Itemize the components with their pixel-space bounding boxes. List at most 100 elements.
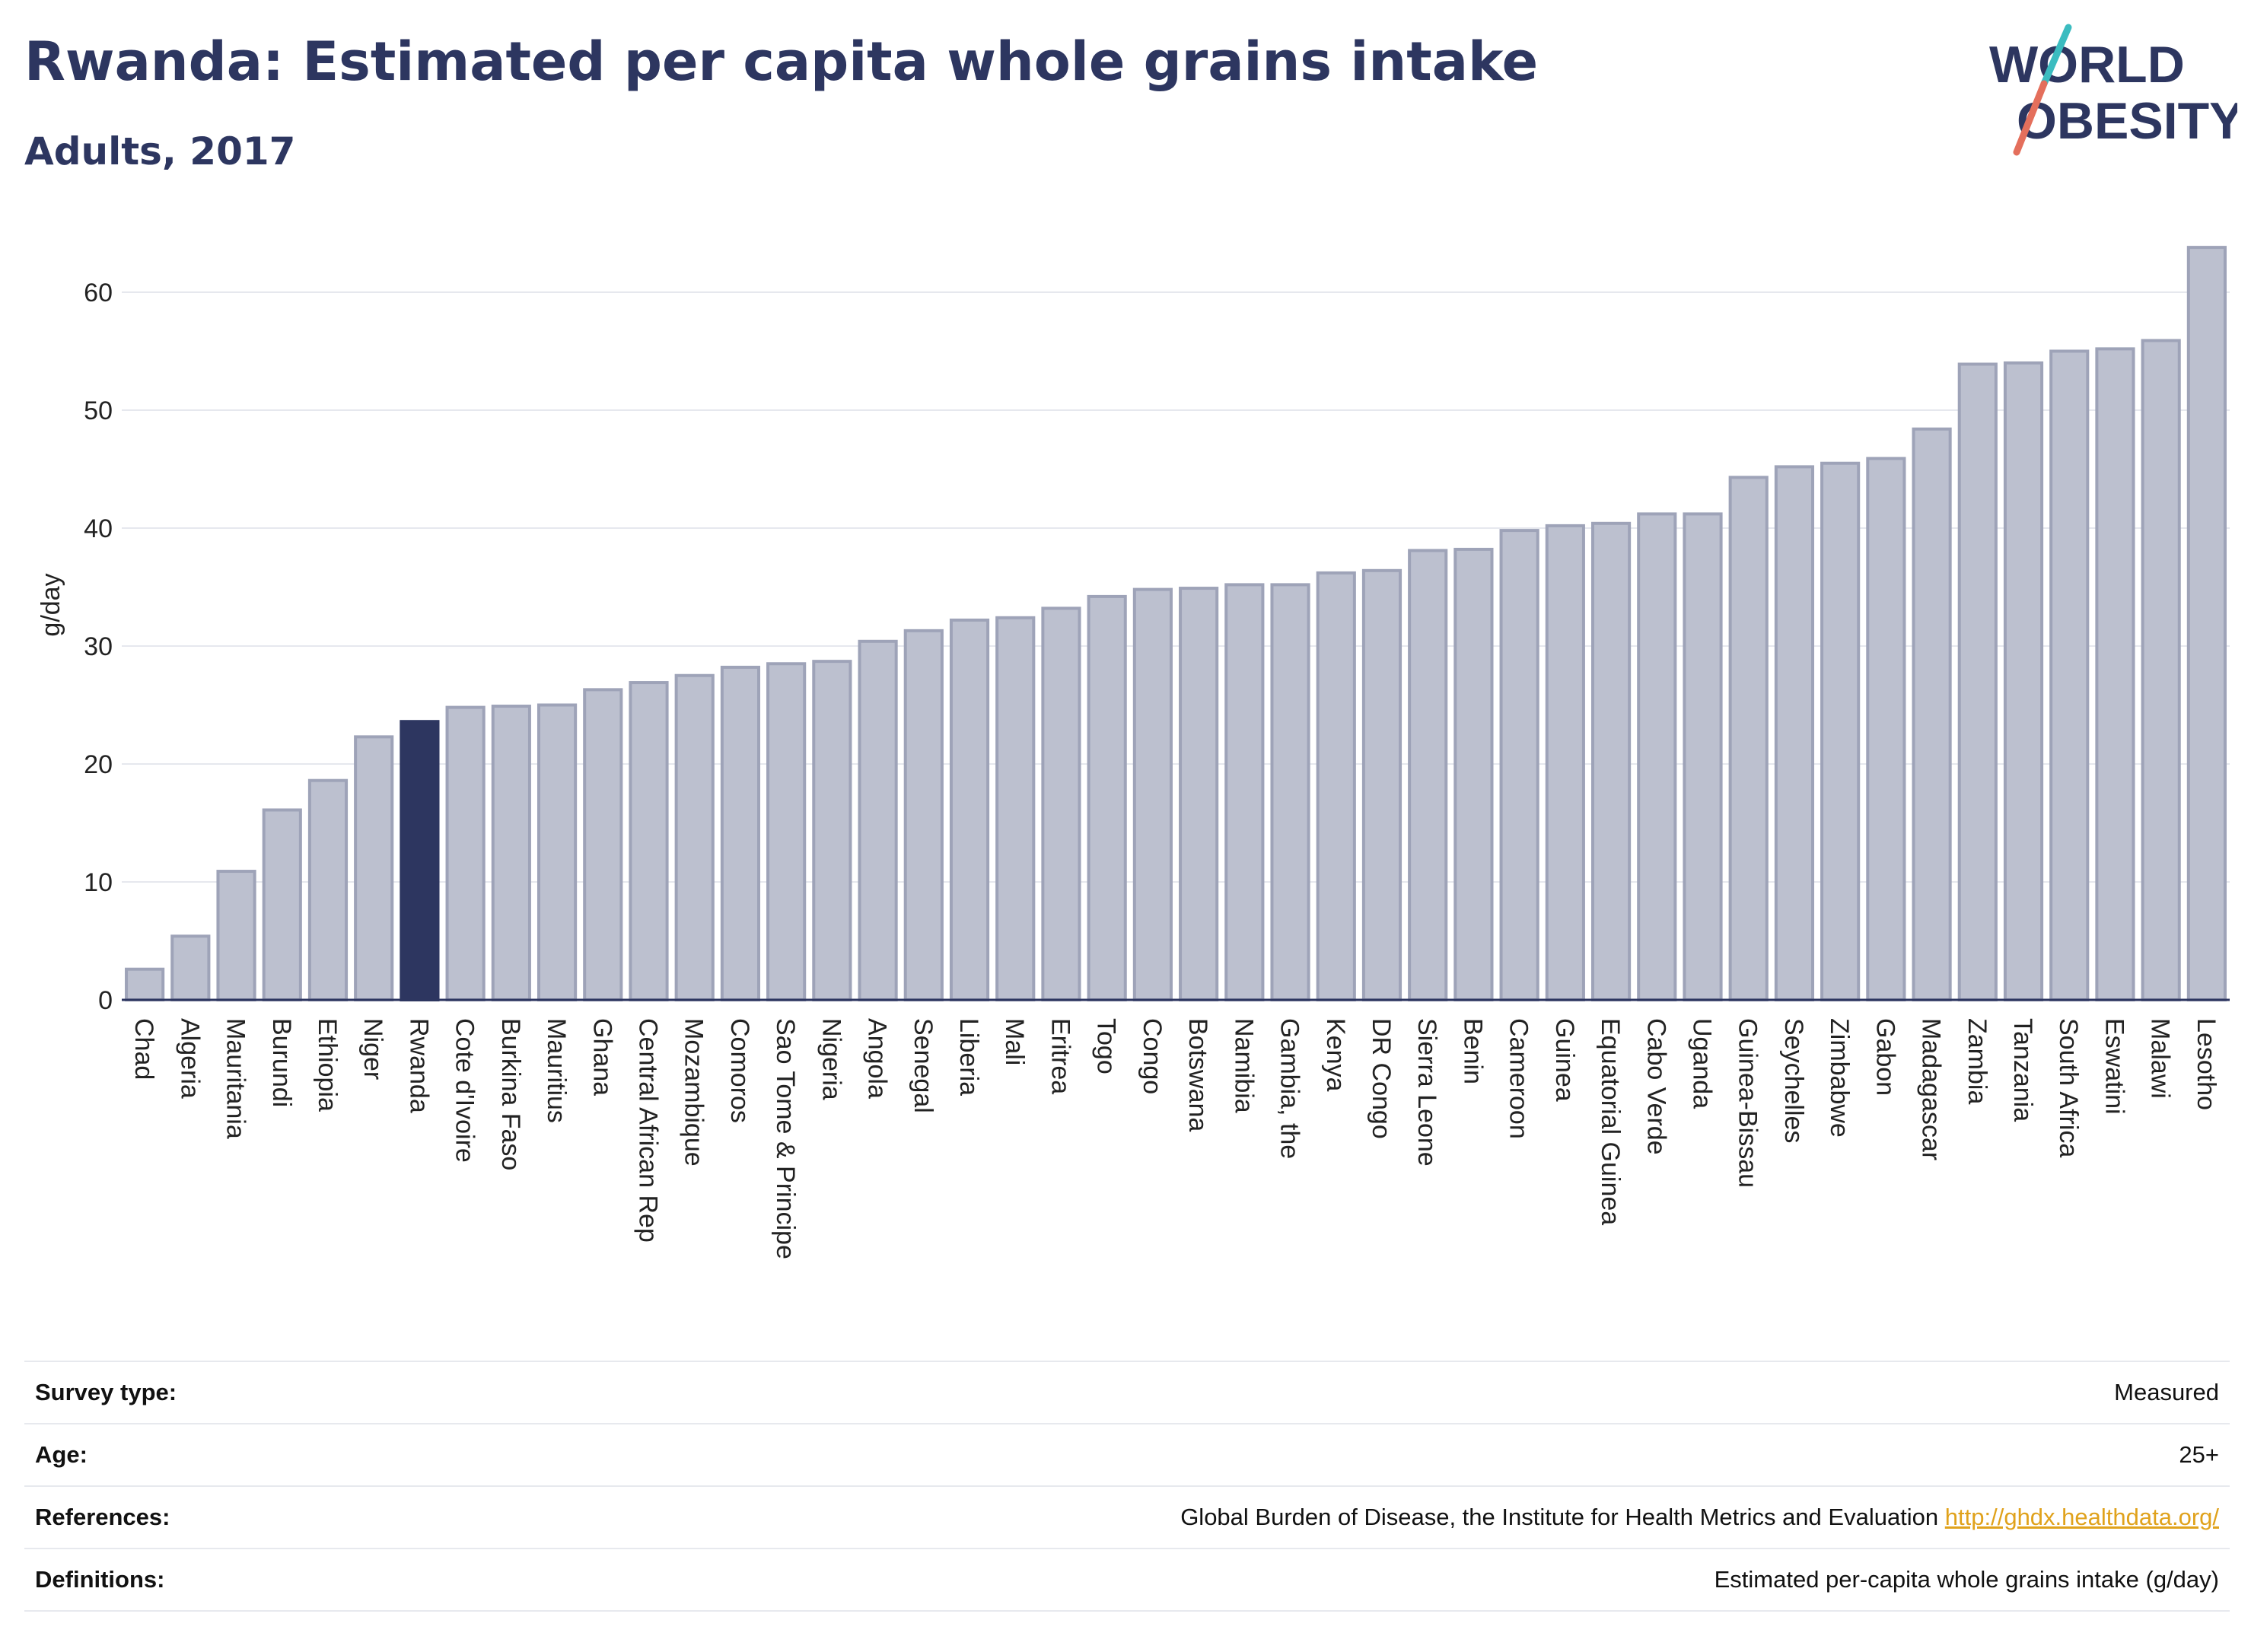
references-label: References:	[24, 1485, 426, 1549]
x-tick-label: Cote d'Ivoire	[451, 1018, 479, 1163]
x-tick-label: Namibia	[1229, 1018, 1258, 1113]
x-tick-label: Equatorial Guinea	[1596, 1018, 1625, 1225]
bar	[1224, 583, 1265, 1001]
bar	[674, 673, 715, 1001]
x-tick-label: Liberia	[954, 1018, 983, 1096]
x-tick-label: Central African Rep	[634, 1018, 663, 1243]
x-tick-label: Chad	[129, 1018, 158, 1080]
bar	[1499, 529, 1539, 1001]
x-tick-label: Eswatini	[2100, 1018, 2128, 1115]
y-axis-label: g/day	[37, 573, 65, 636]
bar	[1683, 512, 1723, 1001]
bar	[583, 688, 623, 1001]
bar	[1179, 587, 1219, 1001]
x-tick-label: Lesotho	[2192, 1018, 2221, 1110]
y-tick-label: 20	[84, 750, 113, 779]
bar	[812, 660, 852, 1002]
x-tick-label: DR Congo	[1367, 1018, 1396, 1139]
page-subtitle: Adults, 2017	[24, 129, 296, 173]
x-tick-label: Seychelles	[1779, 1018, 1808, 1143]
definitions-label: Definitions:	[24, 1548, 426, 1612]
x-tick-label: Ethiopia	[313, 1018, 342, 1112]
x-tick-label: Mali	[1000, 1018, 1029, 1065]
bar	[1545, 524, 1585, 1001]
info-row-survey-type: Survey type: Measured	[24, 1361, 2230, 1424]
x-tick-label: Eritrea	[1046, 1018, 1075, 1094]
bar	[354, 735, 394, 1001]
logo-line-2: OBESITY	[2017, 92, 2237, 150]
logo-slash-teal	[2040, 24, 2072, 88]
definitions-value: Estimated per-capita whole grains intake…	[426, 1548, 2230, 1612]
bar	[445, 705, 486, 1001]
bar	[262, 808, 302, 1001]
bar	[1132, 587, 1173, 1001]
bar	[216, 870, 256, 1002]
y-tick-label: 30	[84, 632, 113, 661]
page-title: Rwanda: Estimated per capita whole grain…	[24, 30, 1539, 93]
logo-slash-coral	[2013, 80, 2048, 156]
info-table: Survey type: Measured Age: 25+ Reference…	[24, 1361, 2230, 1612]
bar	[400, 720, 440, 1001]
bar	[995, 616, 1036, 1001]
info-row-references: References: Global Burden of Disease, th…	[24, 1485, 2230, 1549]
x-tick-label: Guinea-Bissau	[1734, 1018, 1762, 1188]
y-tick-label: 60	[84, 279, 113, 307]
x-tick-label: Mauritania	[221, 1018, 250, 1139]
bar	[2003, 361, 2044, 1001]
bar	[1774, 465, 1815, 1001]
info-row-definitions: Definitions: Estimated per-capita whole …	[24, 1548, 2230, 1612]
x-tick-label: Nigeria	[817, 1018, 845, 1100]
x-tick-label: Mauritius	[542, 1018, 571, 1123]
x-tick-label: Benin	[1458, 1018, 1487, 1084]
bar	[491, 705, 531, 1001]
bar	[1912, 427, 1952, 1001]
x-tick-label: Burundi	[267, 1018, 296, 1107]
x-tick-label: Madagascar	[1917, 1018, 1946, 1160]
bar	[2095, 347, 2135, 1001]
bar	[1590, 521, 1632, 1001]
bar	[1957, 362, 1998, 1001]
bar	[1728, 476, 1769, 1001]
y-tick-label: 10	[84, 868, 113, 897]
x-tick-label: Algeria	[175, 1018, 204, 1099]
x-tick-label: Kenya	[1321, 1018, 1350, 1091]
y-tick-label: 0	[98, 986, 113, 1015]
bar	[1408, 549, 1448, 1001]
x-tick-label: Senegal	[909, 1018, 938, 1113]
x-tick-label: Cabo Verde	[1641, 1018, 1670, 1155]
bar	[1316, 571, 1356, 1001]
survey-type-value: Measured	[426, 1361, 2230, 1424]
bar	[125, 967, 165, 1001]
references-value-cell: Global Burden of Disease, the Institute …	[426, 1485, 2230, 1549]
bar	[720, 665, 761, 1002]
survey-type-label: Survey type:	[24, 1361, 426, 1424]
bar	[1361, 568, 1402, 1001]
references-text: Global Burden of Disease, the Institute …	[1180, 1504, 1945, 1530]
bar	[307, 778, 349, 1001]
x-tick-label: Niger	[358, 1018, 387, 1080]
x-tick-label: Angola	[863, 1018, 892, 1099]
x-tick-label: Zambia	[1963, 1018, 1992, 1104]
bar	[170, 934, 211, 1002]
world-obesity-logo: WORLD OBESITY	[1989, 24, 2237, 156]
bar	[858, 639, 898, 1001]
x-tick-label: Sierra Leone	[1412, 1018, 1441, 1167]
x-tick-label: Malawi	[2146, 1018, 2175, 1099]
bar	[949, 618, 990, 1002]
bar	[1041, 606, 1081, 1001]
bar	[2141, 339, 2181, 1001]
x-tick-label: Guinea	[1550, 1018, 1579, 1102]
x-tick-label: Ghana	[587, 1018, 616, 1096]
x-tick-label: Congo	[1138, 1018, 1167, 1094]
bar	[2049, 349, 2090, 1001]
bar	[903, 629, 944, 1001]
x-tick-label: Gambia, the	[1275, 1018, 1304, 1159]
bar	[766, 662, 807, 1001]
bar	[1087, 594, 1127, 1001]
x-tick-label: Botswana	[1183, 1018, 1212, 1132]
y-tick-label: 40	[84, 514, 113, 543]
references-link[interactable]: http://ghdx.healthdata.org/	[1944, 1504, 2219, 1530]
age-label: Age:	[24, 1423, 426, 1487]
bar	[1453, 547, 1494, 1001]
x-tick-label: Togo	[1092, 1018, 1121, 1074]
